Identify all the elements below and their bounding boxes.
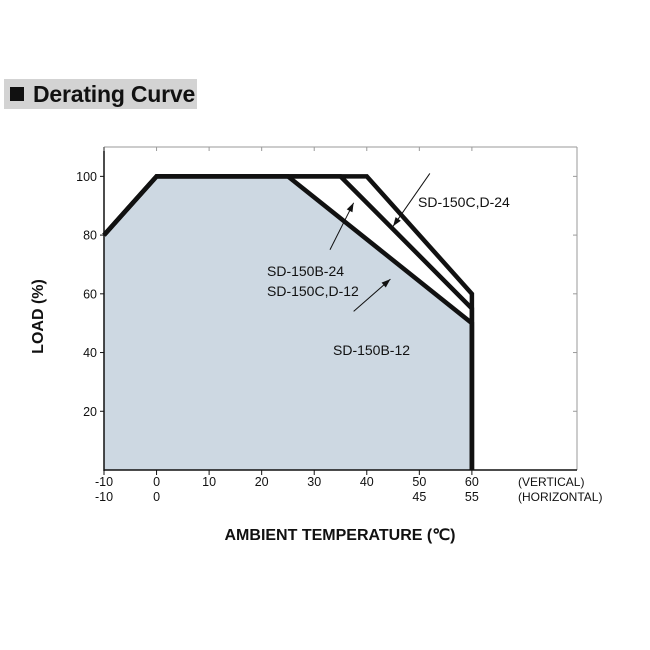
x-tick-label-vertical: 60: [465, 475, 479, 489]
x-tick-label-vertical: 20: [255, 475, 269, 489]
y-tick-label: 80: [83, 229, 97, 243]
axis-mode-vertical-label: (VERTICAL): [518, 475, 584, 489]
annotation-arrowhead-icon: [393, 217, 401, 227]
x-tick-label-vertical: 40: [360, 475, 374, 489]
series-line-3: [102, 174, 475, 470]
x-tick-label-horizontal: 45: [412, 490, 426, 504]
square-bullet-icon: [10, 87, 24, 101]
annotation-label-sd150cd24: SD-150C,D-24: [418, 194, 510, 210]
section-title: Derating Curve: [33, 80, 196, 107]
y-tick-label: 20: [83, 405, 97, 419]
y-tick-label: 40: [83, 346, 97, 360]
x-tick-label-vertical: 30: [307, 475, 321, 489]
annotation-label-sd150b12: SD-150B-12: [333, 342, 410, 358]
annotation-leader-1: [392, 173, 431, 227]
y-axis-title: LOAD (%): [30, 279, 47, 354]
annotation-label-sd150cd12: SD-150C,D-12: [267, 283, 359, 299]
x-tick-label-vertical: 0: [153, 475, 160, 489]
x-tick-label-horizontal: -10: [95, 490, 113, 504]
annotation-label-sd150b24: SD-150B-24: [267, 263, 344, 279]
y-tick-label: 100: [76, 170, 97, 184]
x-tick-label-horizontal: 0: [153, 490, 160, 504]
y-tick-label: 60: [83, 287, 97, 301]
annotation-arrowhead-icon: [381, 279, 391, 288]
axis-mode-horizontal-label: (HORIZONTAL): [518, 490, 602, 504]
section-header: Derating Curve: [4, 79, 197, 109]
x-tick-label-vertical: -10: [95, 475, 113, 489]
x-axis-title: AMBIENT TEMPERATURE (℃): [225, 527, 456, 544]
annotation-arrowhead-icon: [346, 202, 354, 213]
x-tick-label-vertical: 10: [202, 475, 216, 489]
x-tick-label-vertical: 50: [412, 475, 426, 489]
x-tick-label-horizontal: 55: [465, 490, 479, 504]
derating-area: [104, 176, 472, 470]
